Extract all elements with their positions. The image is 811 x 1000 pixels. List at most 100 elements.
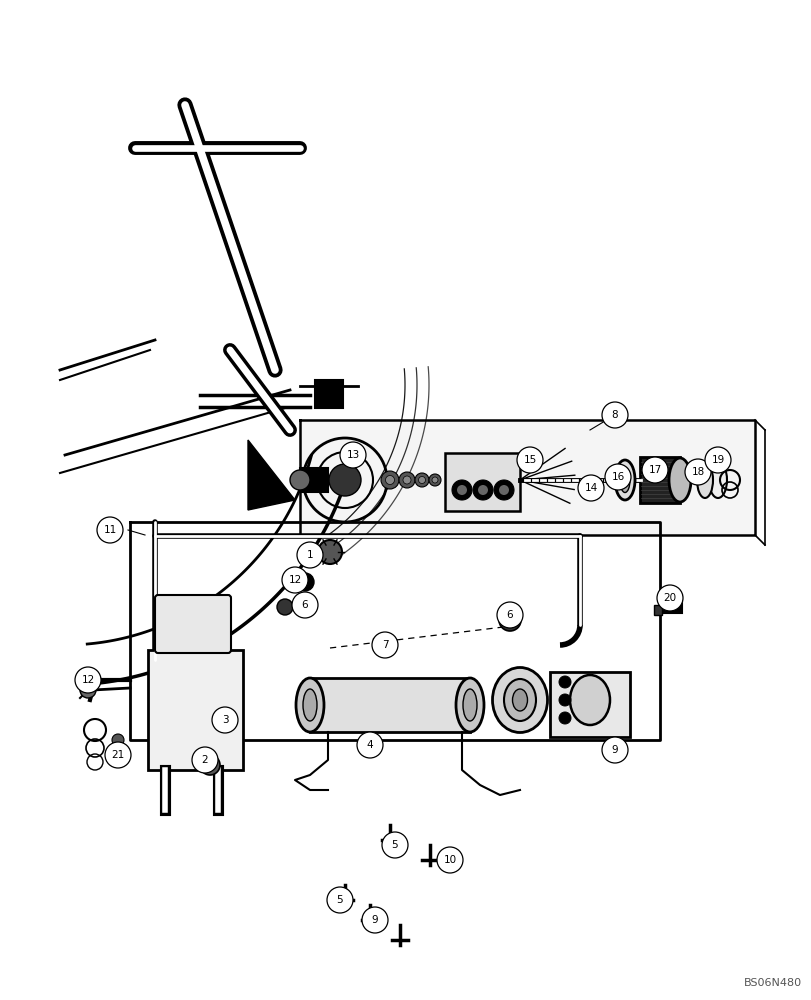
Text: 13: 13: [346, 450, 359, 460]
Ellipse shape: [569, 675, 609, 725]
Bar: [372, 638, 384, 650]
Polygon shape: [247, 440, 294, 510]
Bar: [315, 380, 342, 408]
Ellipse shape: [303, 689, 316, 721]
Circle shape: [292, 592, 318, 618]
Circle shape: [496, 602, 522, 628]
Text: 4: 4: [367, 740, 373, 750]
Circle shape: [601, 402, 627, 428]
Text: 11: 11: [103, 525, 117, 535]
Ellipse shape: [462, 689, 476, 721]
Bar: [299, 468, 328, 492]
Text: BS06N480: BS06N480: [743, 978, 801, 988]
Circle shape: [281, 567, 307, 593]
Circle shape: [340, 442, 366, 468]
Circle shape: [704, 447, 730, 473]
Circle shape: [80, 682, 96, 698]
Text: 20: 20: [663, 593, 676, 603]
Circle shape: [558, 694, 570, 706]
Text: 9: 9: [371, 915, 378, 925]
Circle shape: [684, 459, 710, 485]
Ellipse shape: [492, 668, 547, 732]
Polygon shape: [299, 420, 754, 535]
Circle shape: [436, 847, 462, 873]
Circle shape: [402, 476, 410, 484]
Circle shape: [362, 907, 388, 933]
Text: 9: 9: [611, 745, 617, 755]
Bar: [659, 595, 681, 613]
Ellipse shape: [708, 462, 726, 498]
Bar: [444, 453, 519, 511]
Ellipse shape: [696, 462, 712, 498]
Circle shape: [290, 470, 310, 490]
Circle shape: [277, 599, 293, 615]
Ellipse shape: [614, 460, 634, 500]
Text: 19: 19: [710, 455, 723, 465]
Text: 7: 7: [381, 640, 388, 650]
Text: 6: 6: [302, 600, 308, 610]
Ellipse shape: [456, 678, 483, 732]
Text: 8: 8: [611, 410, 617, 420]
Text: 18: 18: [690, 467, 704, 477]
Circle shape: [558, 676, 570, 688]
Circle shape: [327, 887, 353, 913]
Circle shape: [357, 732, 383, 758]
Circle shape: [414, 473, 428, 487]
FancyBboxPatch shape: [155, 595, 230, 653]
Circle shape: [97, 517, 122, 543]
Circle shape: [418, 477, 425, 484]
Text: 1: 1: [307, 550, 313, 560]
Ellipse shape: [504, 679, 535, 721]
Circle shape: [371, 632, 397, 658]
Circle shape: [642, 457, 667, 483]
Circle shape: [318, 540, 341, 564]
Circle shape: [577, 475, 603, 501]
Text: 12: 12: [81, 675, 95, 685]
Ellipse shape: [620, 468, 629, 492]
Circle shape: [656, 585, 682, 611]
Circle shape: [398, 472, 414, 488]
Circle shape: [328, 464, 361, 496]
Circle shape: [499, 485, 508, 495]
Circle shape: [499, 609, 521, 631]
Circle shape: [452, 480, 471, 500]
Circle shape: [380, 471, 398, 489]
Text: 10: 10: [443, 855, 456, 865]
Ellipse shape: [296, 678, 324, 732]
Circle shape: [112, 734, 124, 746]
Circle shape: [493, 480, 513, 500]
Circle shape: [601, 737, 627, 763]
Circle shape: [297, 542, 323, 568]
Circle shape: [105, 742, 131, 768]
Circle shape: [478, 485, 487, 495]
Ellipse shape: [668, 458, 690, 502]
Bar: [310, 678, 470, 732]
Circle shape: [296, 573, 314, 591]
Circle shape: [381, 832, 407, 858]
Circle shape: [558, 712, 570, 724]
Text: 17: 17: [647, 465, 661, 475]
Text: 5: 5: [337, 895, 343, 905]
Ellipse shape: [512, 689, 527, 711]
Text: 5: 5: [391, 840, 398, 850]
Bar: [653, 605, 661, 615]
Circle shape: [75, 667, 101, 693]
Circle shape: [200, 755, 220, 775]
Bar: [549, 672, 629, 737]
Circle shape: [428, 474, 440, 486]
Text: 12: 12: [288, 575, 301, 585]
Circle shape: [385, 476, 394, 485]
Text: 2: 2: [201, 755, 208, 765]
Bar: [148, 650, 242, 770]
Circle shape: [212, 707, 238, 733]
Circle shape: [457, 485, 466, 495]
Circle shape: [604, 464, 630, 490]
Circle shape: [191, 747, 217, 773]
Circle shape: [431, 477, 437, 483]
Text: 15: 15: [523, 455, 536, 465]
Text: 3: 3: [221, 715, 228, 725]
Text: 6: 6: [506, 610, 513, 620]
Text: 21: 21: [111, 750, 124, 760]
Circle shape: [473, 480, 492, 500]
Text: 14: 14: [584, 483, 597, 493]
